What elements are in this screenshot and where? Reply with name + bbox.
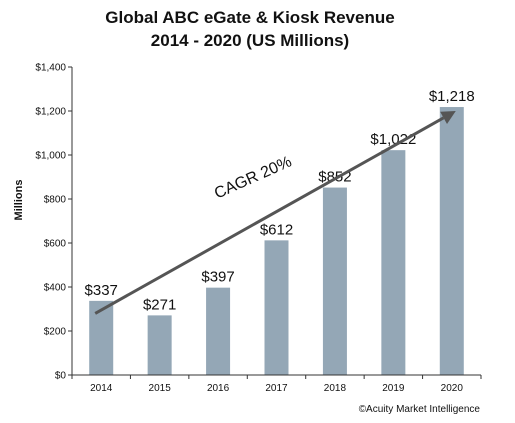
bar — [381, 150, 406, 375]
y-tick-label: $1,000 — [35, 151, 66, 162]
trend-line — [94, 116, 445, 315]
x-tick-label: 2014 — [90, 383, 113, 394]
x-tick-label: 2018 — [324, 383, 347, 394]
data-label: $1,022 — [370, 131, 416, 148]
bars — [89, 107, 464, 375]
bar — [439, 107, 464, 375]
y-tick-label: $600 — [44, 239, 67, 250]
bar — [89, 300, 114, 375]
credit-text: ©Acuity Market Intelligence — [359, 404, 481, 415]
bar — [264, 240, 289, 375]
data-label: $612 — [260, 221, 293, 238]
x-tick-label: 2020 — [441, 383, 464, 394]
y-tick-label: $1,200 — [35, 107, 66, 118]
data-label: $1,218 — [429, 88, 475, 105]
bar — [206, 287, 231, 375]
bar — [147, 315, 172, 375]
x-tick-label: 2015 — [149, 383, 172, 394]
x-tick-label: 2019 — [382, 383, 405, 394]
y-tick-label: $1,400 — [35, 63, 66, 74]
x-tick-label: 2017 — [265, 383, 288, 394]
cagr-annotation: CAGR 20% — [212, 153, 294, 202]
y-tick-label: $0 — [55, 371, 67, 382]
chart-title-line2: 2014 - 2020 (US Millions) — [151, 31, 349, 50]
y-axis-label: Millions — [13, 180, 25, 221]
y-axis: $0 $200 $400 $600 $800 $1,000 $1,200 $1,400 — [35, 63, 73, 382]
data-label: $337 — [85, 282, 118, 299]
data-label: $271 — [143, 296, 176, 313]
x-tick-label: 2016 — [207, 383, 230, 394]
y-tick-label: $800 — [44, 195, 67, 206]
trend-arrowhead — [440, 111, 456, 124]
data-labels: $337$271$397$612$852$1,022$1,218 — [85, 88, 475, 313]
chart-title-line1: Global ABC eGate & Kiosk Revenue — [105, 8, 394, 27]
x-axis: 2014 2015 2016 2017 2018 2019 2020 — [71, 374, 482, 394]
y-tick-label: $400 — [44, 283, 67, 294]
y-tick-label: $200 — [44, 327, 67, 338]
trend-arrow — [94, 111, 456, 315]
data-label: $397 — [201, 269, 234, 286]
bar — [322, 187, 347, 375]
